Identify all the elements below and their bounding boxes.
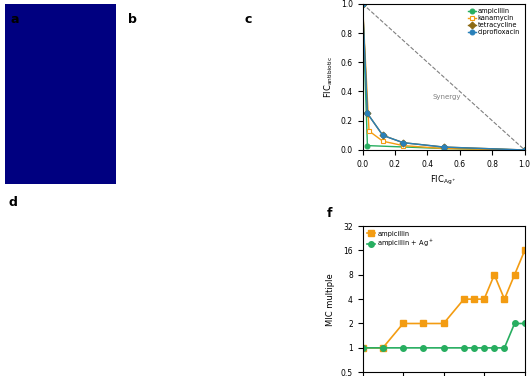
ciprofloxacin [379,133,386,138]
tetracycline [359,2,366,6]
ampicillin [359,2,366,6]
ampicillin [501,297,508,302]
Legend: ampicillin, kanamycin, tetracycline, ciprofloxacin: ampicillin, kanamycin, tetracycline, cip… [466,7,522,37]
ciprofloxacin [440,145,447,149]
Text: b: b [128,13,136,26]
Y-axis label: FIC$_{\mathregular{antibiotic}}$: FIC$_{\mathregular{antibiotic}}$ [323,56,335,98]
ampicillin [481,297,488,302]
Line: kanamycin: kanamycin [360,2,527,152]
Legend: ampicillin, ampicillin + Ag$^+$: ampicillin, ampicillin + Ag$^+$ [366,229,435,250]
ampicillin [359,346,366,350]
ampicillin [471,297,477,302]
ciprofloxacin [400,140,407,145]
ampicillin + Ag$^+$ [379,346,386,350]
Text: Synergy: Synergy [432,94,461,100]
ampicillin [440,321,447,326]
kanamycin [366,129,372,133]
tetracycline [379,133,386,138]
tetracycline [364,111,370,116]
ampicillin + Ag$^+$ [501,346,508,350]
ampicillin + Ag$^+$ [471,346,477,350]
ampicillin [440,146,447,151]
ampicillin + Ag$^+$ [522,321,528,326]
ampicillin [491,273,498,277]
ampicillin [364,143,370,148]
Y-axis label: MIC multiple: MIC multiple [326,273,335,326]
ampicillin [420,321,427,326]
tetracycline [400,140,407,145]
ampicillin [400,321,407,326]
ampicillin + Ag$^+$ [481,346,488,350]
tetracycline [440,145,447,149]
ampicillin [461,297,467,302]
ciprofloxacin [522,148,528,152]
ampicillin + Ag$^+$ [491,346,498,350]
ampicillin + Ag$^+$ [461,346,467,350]
ampicillin + Ag$^+$ [359,346,366,350]
ampicillin [511,273,518,277]
ampicillin [379,346,386,350]
Text: f: f [327,207,332,220]
Line: tetracycline: tetracycline [360,2,527,152]
ampicillin + Ag$^+$ [420,346,427,350]
Line: ampicillin: ampicillin [360,248,527,351]
kanamycin [400,143,407,148]
ciprofloxacin [359,2,366,6]
ampicillin [522,248,528,253]
ciprofloxacin [364,111,370,116]
ampicillin [522,148,528,152]
ampicillin + Ag$^+$ [400,346,407,350]
kanamycin [440,146,447,151]
kanamycin [359,2,366,6]
Text: a: a [11,13,20,26]
Line: ciprofloxacin: ciprofloxacin [360,2,527,152]
Text: c: c [244,13,252,26]
kanamycin [379,139,386,144]
ampicillin + Ag$^+$ [440,346,447,350]
Text: d: d [9,196,17,209]
kanamycin [522,148,528,152]
Line: ampicillin + Ag$^+$: ampicillin + Ag$^+$ [360,321,527,351]
X-axis label: FIC$_{\mathregular{Ag^+}}$: FIC$_{\mathregular{Ag^+}}$ [430,174,457,187]
Line: ampicillin: ampicillin [360,2,527,152]
ampicillin + Ag$^+$ [511,321,518,326]
tetracycline [522,148,528,152]
